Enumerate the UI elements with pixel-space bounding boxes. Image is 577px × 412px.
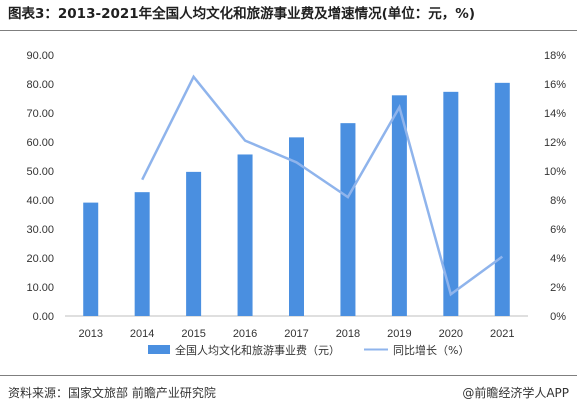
y-right-tick-label: 6% xyxy=(550,224,566,236)
y-right-tick-label: 4% xyxy=(550,253,566,265)
y-right-tick-label: 12% xyxy=(544,137,566,149)
footer: 资料来源：国家文旅部 前瞻产业研究院 @前瞻经济学人APP xyxy=(8,378,569,408)
legend-bar-label: 全国人均文化和旅游事业费（元） xyxy=(175,343,340,357)
bar xyxy=(494,82,510,316)
y-right-tick-label: 2% xyxy=(550,282,566,294)
bar xyxy=(443,91,459,316)
chart-legend: 全国人均文化和旅游事业费（元） 同比增长（%） xyxy=(148,343,469,357)
footer-divider xyxy=(0,375,577,376)
bar xyxy=(340,123,356,317)
x-tick-label: 2014 xyxy=(130,328,154,340)
title-divider xyxy=(0,30,577,31)
legend-line-label: 同比增长（%） xyxy=(393,343,469,357)
bar xyxy=(186,171,202,316)
source-note: 资料来源：国家文旅部 前瞻产业研究院 xyxy=(8,386,216,400)
x-tick-label: 2015 xyxy=(181,328,205,340)
y-left-tick-label: 50.00 xyxy=(26,166,54,178)
y-left-tick-label: 10.00 xyxy=(26,282,54,294)
x-tick-label: 2021 xyxy=(490,328,514,340)
y-left-tick-label: 60.00 xyxy=(26,137,54,149)
line-series xyxy=(141,74,504,297)
y-left-tick-label: 80.00 xyxy=(26,79,54,91)
y-right-tick-label: 8% xyxy=(550,195,566,207)
legend-bar-swatch xyxy=(148,345,170,354)
y-left-tick-label: 90.00 xyxy=(26,50,54,62)
bar xyxy=(134,192,150,316)
x-tick-label: 2020 xyxy=(439,328,463,340)
y-left-tick-label: 30.00 xyxy=(26,224,54,236)
y-right-tick-label: 0% xyxy=(550,311,566,323)
combo-chart: 0.00 10.00 20.00 30.00 40.00 50.00 60.00 70.00 8… xyxy=(26,50,566,357)
y-left-tick-label: 20.00 xyxy=(26,253,54,265)
y-left-tick-label: 0.00 xyxy=(33,311,54,323)
y-right-tick-label: 14% xyxy=(544,108,566,120)
bar xyxy=(289,137,304,316)
y-right-tick-label: 18% xyxy=(544,50,566,62)
y-right-tick-label: 10% xyxy=(544,166,566,178)
y-left-tick-label: 70.00 xyxy=(26,108,54,120)
x-tick-label: 2018 xyxy=(336,328,360,340)
x-tick-label: 2016 xyxy=(233,328,257,340)
x-tick-label: 2017 xyxy=(284,328,308,340)
bar xyxy=(237,154,253,316)
x-tick-label: 2013 xyxy=(78,328,102,340)
y-left-tick-label: 40.00 xyxy=(26,195,54,207)
x-tick-label: 2019 xyxy=(387,328,411,340)
bar xyxy=(83,202,99,316)
y-right-tick-label: 16% xyxy=(544,79,566,91)
bar-series xyxy=(83,82,510,317)
chart-title: 图表3：2013-2021年全国人均文化和旅游事业费及增速情况(单位：元，%) xyxy=(8,6,476,22)
chart-axes: 0.00 10.00 20.00 30.00 40.00 50.00 60.00 70.00 8… xyxy=(26,50,566,340)
brand-credit: @前瞻经济学人APP xyxy=(462,386,569,400)
bar xyxy=(391,95,407,316)
growth-line xyxy=(141,74,504,297)
